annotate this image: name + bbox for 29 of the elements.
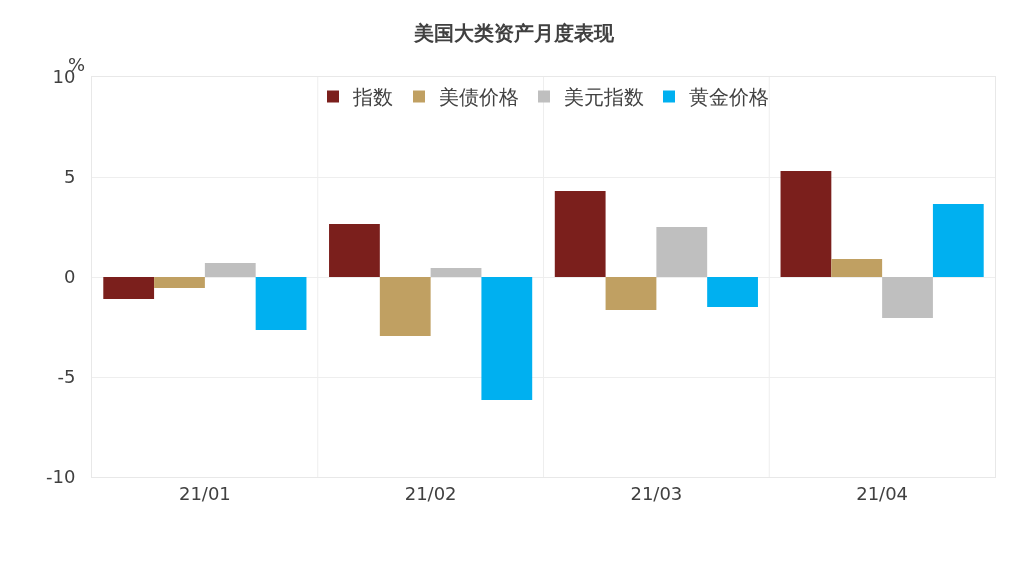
bar xyxy=(656,227,708,277)
legend-label: 指数 xyxy=(352,85,393,110)
legend-label: 黄金价格 xyxy=(689,85,769,110)
bar xyxy=(103,277,155,299)
x-tick-label: 21/03 xyxy=(630,482,683,504)
bar xyxy=(255,277,307,330)
bar xyxy=(481,277,533,400)
legend-label: 美债价格 xyxy=(439,85,519,110)
legend-label: 美元指数 xyxy=(564,85,644,110)
y-tick-label: 0 xyxy=(63,266,76,288)
bar xyxy=(154,277,205,288)
bar xyxy=(605,277,657,310)
bar xyxy=(882,277,933,318)
x-tick-label: 21/04 xyxy=(856,482,909,504)
chart-title: 美国大类资产月度表现 xyxy=(413,21,615,46)
bar xyxy=(329,224,380,277)
y-tick-label: 5 xyxy=(63,166,76,188)
bar xyxy=(204,263,256,277)
bar xyxy=(707,277,758,307)
y-tick-label: -5 xyxy=(57,366,76,388)
bar xyxy=(379,277,431,336)
bar xyxy=(430,268,482,277)
bar xyxy=(932,204,984,277)
bar xyxy=(554,191,606,277)
x-tick-label: 21/01 xyxy=(178,482,231,504)
y-tick-label: -10 xyxy=(45,466,76,488)
bar xyxy=(831,259,883,277)
x-tick-label: 21/02 xyxy=(404,482,457,504)
bar xyxy=(780,171,832,277)
